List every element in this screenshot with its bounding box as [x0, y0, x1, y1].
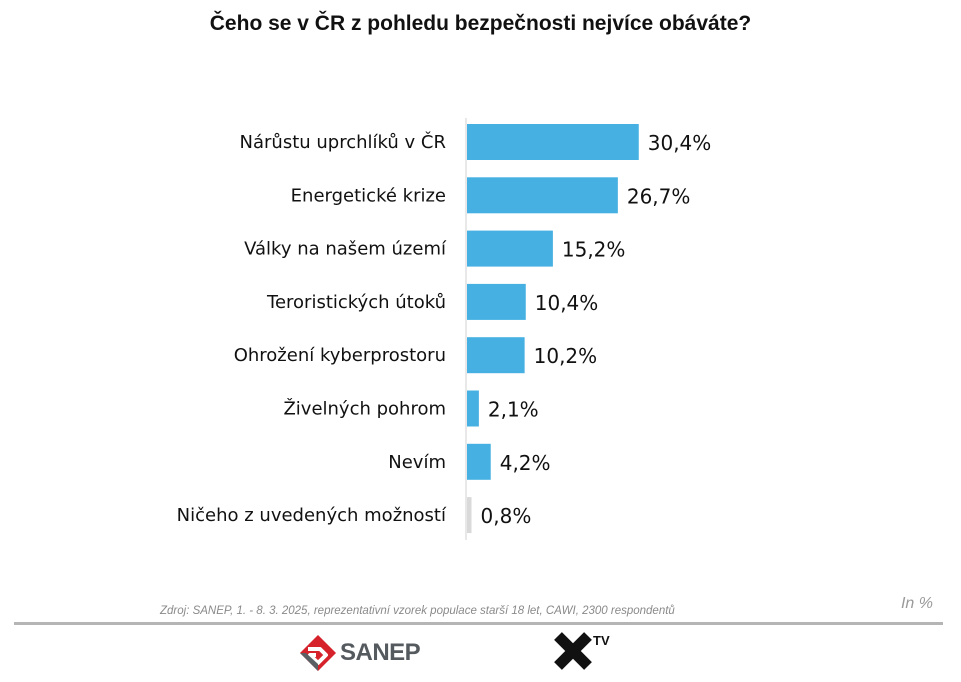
bar	[467, 390, 479, 427]
sanep-logo-icon	[300, 635, 336, 671]
category-label: Ničeho z uvedených možností	[177, 505, 447, 526]
category-label: Teroristických útoků	[266, 292, 446, 313]
category-label: Ohrožení kyberprostoru	[234, 345, 446, 366]
value-label: 2,1%	[488, 398, 539, 422]
bar	[467, 443, 491, 480]
value-label: 26,7%	[627, 184, 691, 208]
value-label: 0,8%	[481, 504, 532, 528]
bar	[467, 337, 525, 374]
sanep-logo: SANEP	[298, 632, 421, 674]
category-label: Živelných pohrom	[283, 398, 446, 420]
source-note: Zdroj: SANEP, 1. - 8. 3. 2025, reprezent…	[160, 605, 675, 617]
value-label: 30,4%	[648, 131, 712, 155]
category-label: Nevím	[388, 452, 446, 473]
bar	[467, 177, 618, 214]
bars-group: Nárůstu uprchlíků v ČR 30,4% Energetické k…	[177, 124, 712, 534]
value-label: 15,2%	[562, 238, 626, 262]
bar	[467, 283, 526, 320]
value-label: 4,2%	[500, 451, 551, 475]
x-tv-logo-text: TV	[593, 633, 610, 648]
category-label: Energetické krize	[291, 185, 446, 206]
bar	[467, 497, 472, 534]
category-label: Nárůstu uprchlíků v ČR	[240, 131, 446, 153]
value-label: 10,4%	[535, 291, 599, 315]
bar-chart: Nárůstu uprchlíků v ČR 30,4% Energetické k…	[177, 118, 712, 540]
chart-title: Čeho se v ČR z pohledu bezpečnosti nejví…	[209, 12, 752, 35]
bar	[467, 230, 553, 267]
category-label: Války na našem území	[244, 239, 447, 260]
x-tv-logo-icon	[554, 632, 592, 670]
bar	[467, 124, 639, 160]
value-label: 10,2%	[534, 344, 598, 368]
footer-divider	[14, 622, 943, 625]
x-tv-logo: TV	[554, 632, 610, 674]
unit-note: In %	[900, 595, 933, 612]
sanep-logo-text: SANEP	[340, 639, 421, 666]
